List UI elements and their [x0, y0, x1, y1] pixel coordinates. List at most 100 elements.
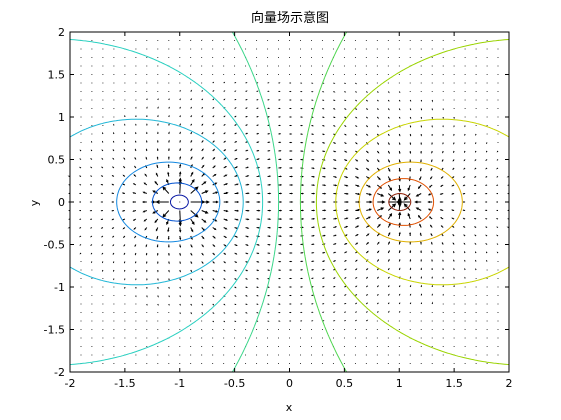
vector-arrow — [398, 249, 401, 254]
vector-arrow — [102, 125, 104, 126]
vector-arrow — [100, 218, 104, 220]
vector-arrow — [453, 363, 455, 364]
vector-arrow — [376, 48, 378, 50]
vector-arrow — [475, 286, 477, 288]
vector-arrow — [190, 218, 195, 226]
vector-arrow — [441, 241, 444, 245]
vector-arrow — [452, 159, 455, 162]
vector-arrow — [154, 218, 159, 224]
vector-arrow — [245, 235, 249, 238]
vector-arrow — [355, 294, 358, 296]
vector-arrow — [387, 302, 390, 305]
vector-arrow — [79, 244, 82, 246]
vector-arrow — [234, 141, 238, 143]
vector-arrow — [123, 140, 126, 143]
vector-arrow — [102, 363, 104, 364]
vector-arrow — [398, 267, 401, 271]
vector-arrow — [365, 48, 367, 50]
vector-arrow — [355, 108, 358, 110]
vector-arrow — [474, 167, 477, 170]
vector-arrow — [212, 132, 215, 135]
vector-arrow — [212, 65, 214, 67]
vector-arrow — [333, 277, 336, 279]
vector-arrow — [212, 303, 215, 306]
vector-arrow — [355, 142, 358, 145]
vector-arrow — [146, 363, 148, 364]
vector-arrow — [354, 48, 356, 50]
vector-arrow — [135, 354, 137, 356]
vector-arrow — [409, 241, 412, 245]
vector-arrow — [486, 99, 488, 101]
vector-arrow — [409, 91, 411, 92]
vector-arrow — [80, 278, 82, 279]
vector-arrow — [256, 244, 260, 246]
vector-arrow — [376, 125, 379, 128]
vector-arrow — [417, 184, 422, 190]
vector-arrow — [201, 363, 203, 364]
vector-arrow — [344, 243, 348, 245]
vector-arrow — [234, 363, 236, 364]
vector-arrow — [442, 346, 444, 347]
vector-arrow — [440, 184, 444, 187]
vector-arrow — [398, 320, 400, 322]
vector-arrow — [134, 148, 137, 152]
vector-arrow — [496, 150, 499, 153]
vector-arrow — [80, 48, 82, 50]
vector-arrow — [475, 82, 477, 84]
vector-arrow — [168, 74, 170, 75]
vector-arrow — [343, 329, 345, 330]
vector-arrow — [179, 286, 181, 289]
vector-arrow — [376, 142, 380, 146]
vector-arrow — [311, 217, 316, 220]
vector-arrow — [168, 57, 170, 58]
vector-arrow — [376, 223, 381, 228]
vector-arrow — [179, 74, 181, 75]
vector-arrow — [344, 251, 348, 254]
vector-arrow — [451, 201, 455, 203]
vector-arrow — [289, 158, 293, 161]
vector-arrow — [135, 346, 137, 347]
vector-arrow — [212, 312, 215, 314]
vector-arrow — [223, 227, 228, 230]
vector-arrow — [376, 363, 378, 364]
vector-arrow — [223, 337, 225, 339]
vector-arrow — [420, 250, 422, 254]
vector-arrow — [91, 74, 93, 75]
vector-arrow — [398, 82, 400, 84]
vector-arrow — [366, 208, 372, 211]
vector-arrow — [190, 178, 195, 186]
vector-arrow — [142, 191, 147, 194]
vector-arrow — [431, 337, 433, 339]
vector-arrow — [80, 108, 82, 109]
vector-arrow — [464, 91, 466, 92]
vector-arrow — [201, 200, 210, 204]
vector-arrow — [354, 363, 356, 364]
vector-arrow — [355, 167, 359, 170]
vector-arrow — [80, 303, 82, 305]
vector-arrow — [343, 57, 345, 58]
vector-arrow — [80, 337, 82, 339]
vector-arrow — [124, 337, 126, 339]
vector-arrow — [440, 176, 444, 179]
vector-arrow — [464, 74, 466, 75]
vector-arrow — [212, 337, 214, 339]
vector-arrow — [355, 184, 360, 187]
vector-arrow — [100, 175, 104, 177]
vector-arrow — [113, 48, 115, 50]
vector-arrow — [486, 337, 488, 339]
vector-arrow — [486, 125, 488, 126]
vector-arrow — [311, 133, 315, 135]
vector-arrow — [387, 133, 390, 137]
vector-arrow — [256, 124, 259, 126]
vector-arrow — [223, 200, 229, 204]
vector-arrow — [376, 241, 380, 245]
vector-arrow — [289, 150, 293, 152]
vector-arrow — [322, 286, 325, 288]
vector-arrow — [168, 261, 170, 265]
contour-line — [69, 39, 264, 365]
vector-arrow — [430, 233, 433, 237]
vector-arrow — [267, 363, 269, 364]
vector-arrow — [223, 269, 226, 272]
vector-arrow — [223, 329, 225, 330]
vector-arrow — [80, 269, 82, 271]
